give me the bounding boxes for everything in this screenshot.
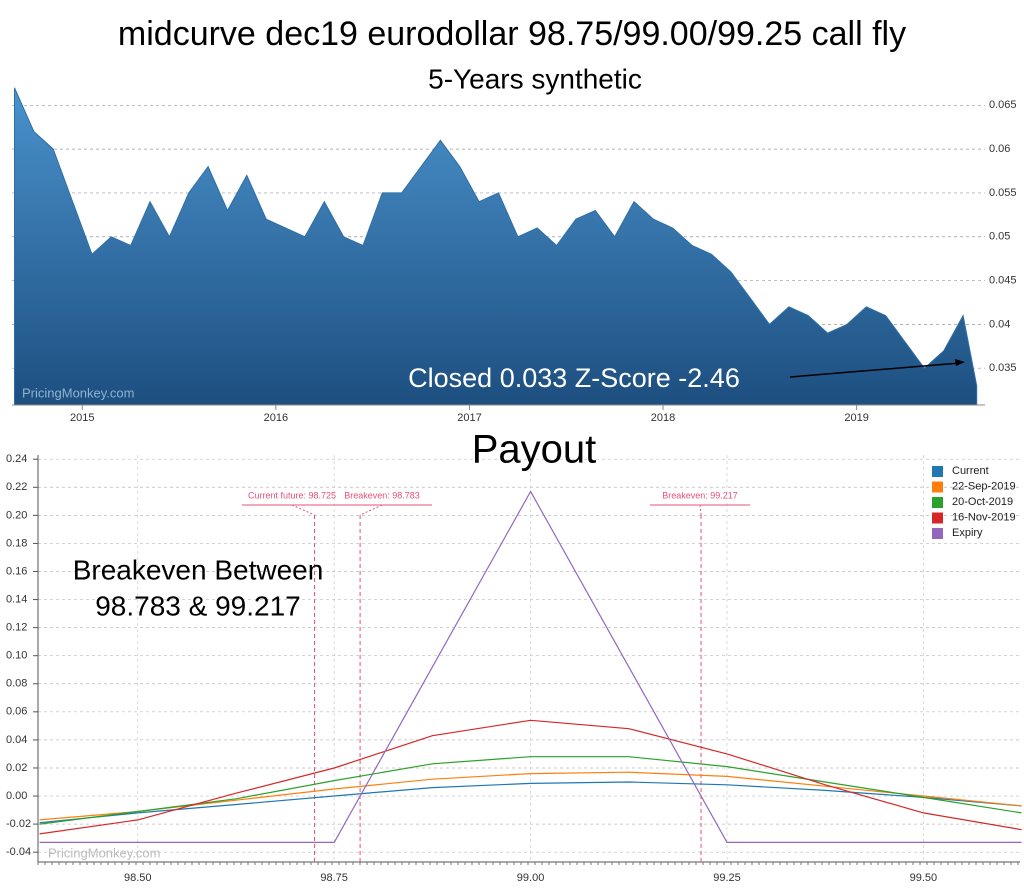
y-tick-label: 0.12 bbox=[6, 622, 27, 634]
annotation: Closed 0.033 Z-Score -2.46 bbox=[408, 363, 740, 393]
vline-label: Breakeven: 99.217 bbox=[662, 490, 738, 500]
legend-label: 16-Nov-2019 bbox=[952, 511, 1016, 523]
vline-connector bbox=[699, 504, 702, 516]
y-tick-label: 0.055 bbox=[989, 187, 1017, 199]
y-tick-label: 0.04 bbox=[6, 734, 27, 746]
y-tick-label: 0.18 bbox=[6, 537, 27, 549]
vline-label: Breakeven: 98.783 bbox=[344, 490, 420, 500]
series-line bbox=[39, 781, 1022, 824]
y-tick-label: 0.035 bbox=[989, 362, 1017, 374]
x-tick-label: 2019 bbox=[844, 412, 868, 424]
vline-label: Current future: 98.725 bbox=[248, 490, 336, 500]
y-tick-label: 0.16 bbox=[6, 565, 27, 577]
y-tick-label: -0.02 bbox=[6, 818, 31, 830]
legend-label: Current bbox=[952, 465, 989, 477]
x-tick-label: 2018 bbox=[651, 412, 675, 424]
x-tick-label: 99.00 bbox=[517, 872, 545, 884]
watermark: PricingMonkey.com bbox=[48, 845, 160, 860]
legend-swatch bbox=[932, 466, 943, 477]
chart-title: Payout bbox=[472, 428, 597, 472]
vline-connector bbox=[359, 504, 383, 516]
y-tick-label: 0.08 bbox=[6, 678, 27, 690]
x-tick-label: 99.50 bbox=[910, 872, 938, 884]
legend-swatch bbox=[932, 528, 943, 539]
legend-swatch bbox=[932, 512, 943, 524]
x-tick-label: 2015 bbox=[70, 412, 94, 424]
series-line bbox=[39, 771, 1022, 821]
annotation: 98.783 & 99.217 bbox=[95, 590, 301, 621]
legend-swatch bbox=[932, 481, 943, 493]
annotation: Breakeven Between bbox=[73, 554, 324, 585]
legend-label: 22-Sep-2019 bbox=[952, 480, 1016, 492]
y-tick-label: 0.00 bbox=[6, 790, 27, 802]
vline-connector bbox=[291, 504, 315, 516]
series-line bbox=[39, 490, 1022, 843]
y-tick-label: 0.06 bbox=[989, 143, 1010, 155]
y-tick-label: 0.14 bbox=[6, 593, 27, 605]
x-tick-label: 2017 bbox=[457, 412, 481, 424]
y-tick-label: 0.20 bbox=[6, 509, 27, 521]
series-line bbox=[39, 756, 1022, 825]
y-tick-label: -0.04 bbox=[6, 846, 31, 858]
annotation-arrow bbox=[789, 362, 961, 378]
legend-swatch bbox=[932, 497, 943, 508]
y-tick-label: 0.24 bbox=[6, 453, 27, 465]
y-tick-label: 0.06 bbox=[6, 706, 27, 718]
x-tick-label: 98.75 bbox=[320, 872, 348, 884]
x-tick-label: 2016 bbox=[264, 412, 288, 424]
x-tick-label: 98.50 bbox=[124, 872, 152, 884]
watermark: PricingMonkey.com bbox=[22, 385, 134, 400]
y-tick-label: 0.22 bbox=[6, 481, 27, 493]
y-tick-label: 0.04 bbox=[989, 318, 1010, 330]
subtitle: 5-Years synthetic bbox=[428, 63, 642, 94]
arrow-head bbox=[955, 359, 965, 366]
x-tick-label: 99.25 bbox=[713, 872, 741, 884]
y-tick-label: 0.065 bbox=[989, 99, 1017, 111]
page-title: midcurve dec19 eurodollar 98.75/99.00/99… bbox=[118, 15, 906, 53]
y-tick-label: 0.045 bbox=[989, 274, 1017, 286]
y-tick-label: 0.02 bbox=[6, 762, 27, 774]
legend-label: 20-Oct-2019 bbox=[952, 496, 1013, 508]
y-tick-label: 0.10 bbox=[6, 650, 27, 662]
legend-label: Expiry bbox=[952, 527, 983, 539]
series-line bbox=[39, 719, 1022, 835]
y-tick-label: 0.05 bbox=[989, 231, 1010, 243]
area bbox=[14, 87, 978, 406]
